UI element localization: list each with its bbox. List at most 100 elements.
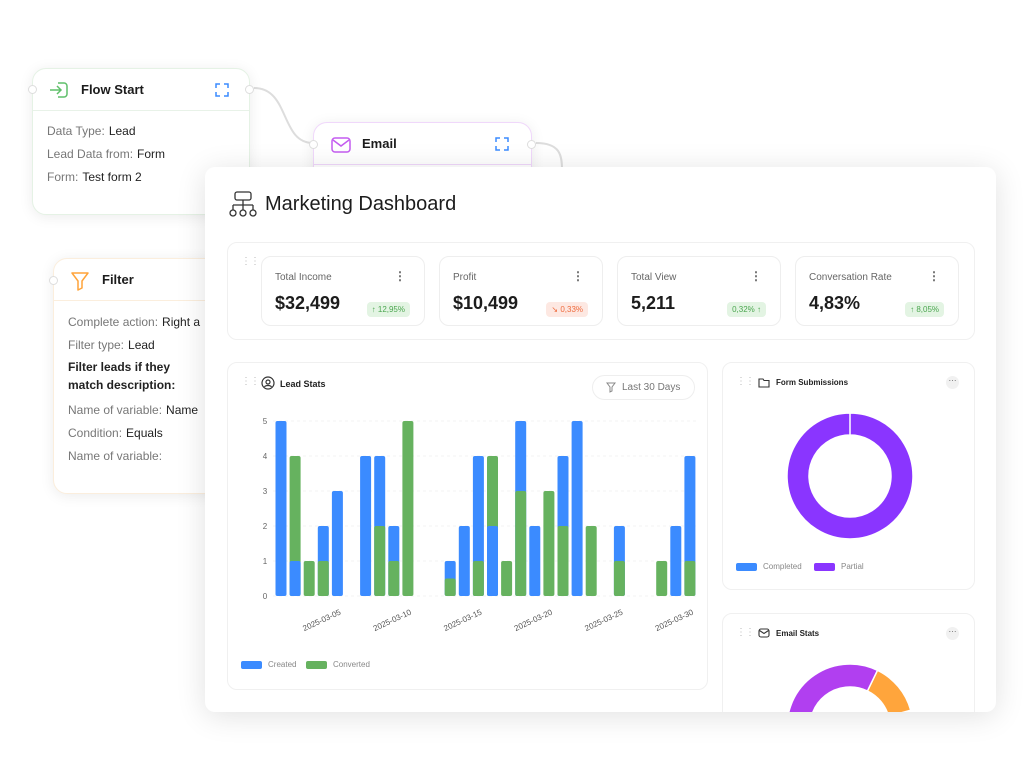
converted-bar	[317, 561, 329, 596]
node-row: Name of variable: Name	[68, 403, 199, 417]
y-tick-label: 4	[263, 452, 268, 461]
converted-bar	[557, 526, 569, 596]
legend-item-converted[interactable]: Converted	[306, 660, 370, 669]
output-port[interactable]	[527, 140, 536, 149]
kpi-change-badge: ↑ 12,95%	[366, 302, 410, 317]
converted-bar	[388, 561, 400, 596]
node-row: Filter type: Lead	[68, 338, 155, 352]
y-tick-label: 1	[263, 557, 268, 566]
y-tick-label: 0	[263, 592, 268, 601]
created-bar	[275, 421, 287, 596]
kebab-menu-icon[interactable]: ⋮	[928, 269, 940, 283]
email-stats-slice	[788, 663, 879, 712]
node-row: Form: Test form 2	[47, 170, 142, 184]
kpi-change-badge: ↑ 8,05%	[905, 302, 944, 317]
converted-bar	[656, 561, 668, 596]
sitemap-icon	[229, 191, 257, 217]
node-title: Flow Start	[81, 82, 144, 97]
more-options-button[interactable]: ···	[946, 627, 959, 640]
created-bar	[571, 421, 583, 596]
created-bar	[487, 526, 498, 596]
kpi-card[interactable]: Total View ⋮ 5,211 0,32% ↑	[617, 256, 781, 326]
output-port[interactable]	[245, 85, 254, 94]
created-bar	[529, 526, 541, 596]
kpi-value: $32,499	[275, 293, 341, 313]
flow-start-node[interactable]: Flow Start Data Type: Lead Lead Data from…	[28, 68, 254, 215]
kebab-menu-icon[interactable]: ⋮	[394, 269, 406, 283]
legend-item-completed[interactable]: Completed	[736, 562, 802, 571]
x-tick-label: 2025-03-20	[513, 607, 554, 633]
folder-icon	[758, 378, 770, 388]
kpi-value: $10,499	[453, 293, 519, 313]
date-range-label: Last 30 Days	[622, 382, 681, 393]
converted-bar	[684, 561, 696, 596]
created-bar	[458, 526, 470, 596]
converted-bar	[613, 561, 625, 596]
mail-icon	[758, 628, 770, 638]
converted-bar	[402, 421, 414, 596]
converted-bar	[543, 491, 555, 596]
form-submissions-donut	[786, 412, 914, 540]
node-row: Name of variable:	[68, 449, 163, 463]
legend-item-partial[interactable]: Partial	[814, 562, 864, 571]
kpi-label: Total View	[631, 272, 677, 283]
converted-bar	[472, 561, 484, 596]
lead-stats-panel: ⋮⋮ Lead Stats Last 30 Days 0 1 2 3 4 5 2025-03…	[227, 362, 708, 690]
kebab-menu-icon[interactable]: ⋮	[572, 269, 584, 283]
kpi-section: ⋮⋮ Total Income ⋮ $32,499 ↑ 12,95% Profi…	[227, 242, 975, 340]
form-submissions-slice	[786, 412, 914, 540]
node-title: Email	[362, 136, 397, 151]
node-title: Filter	[102, 272, 134, 287]
more-options-button[interactable]: ···	[946, 376, 959, 389]
converted-bar	[374, 526, 386, 596]
funnel-icon	[606, 382, 616, 393]
drag-handle-icon[interactable]: ⋮⋮	[241, 256, 260, 267]
mail-icon	[331, 137, 351, 153]
filter-description: Filter leads if they match description:	[68, 360, 176, 392]
kpi-label: Conversation Rate	[809, 272, 892, 283]
x-tick-label: 2025-03-30	[654, 607, 695, 633]
kebab-menu-icon[interactable]: ⋮	[750, 269, 762, 283]
y-tick-label: 2	[263, 522, 268, 531]
expand-icon[interactable]	[495, 137, 509, 151]
node-row: Condition: Equals	[68, 426, 163, 440]
node-header: Flow Start	[33, 69, 249, 111]
node-header: Email	[314, 123, 531, 165]
converted-bar	[515, 491, 527, 596]
x-tick-label: 2025-03-15	[442, 607, 483, 633]
kpi-label: Total Income	[275, 272, 332, 283]
funnel-icon	[71, 272, 89, 291]
created-bar	[331, 491, 343, 596]
kpi-card[interactable]: Profit ⋮ $10,499 ↘ 0,33%	[439, 256, 603, 326]
legend-item-created[interactable]: Created	[241, 660, 296, 669]
kpi-card[interactable]: Total Income ⋮ $32,499 ↑ 12,95%	[261, 256, 425, 326]
email-stats-slice	[866, 669, 912, 712]
x-tick-label: 2025-03-25	[583, 607, 624, 633]
lead-stats-chart: 0 1 2 3 4 5 2025-03-05 2025-03-10 2025-03-15 2025…	[263, 417, 698, 633]
input-port[interactable]	[309, 140, 318, 149]
node-row: Complete action: Right a	[68, 315, 201, 329]
panel-title: Email Stats	[776, 629, 820, 638]
kpi-label: Profit	[453, 272, 477, 283]
expand-icon[interactable]	[215, 83, 229, 97]
created-bar	[670, 526, 682, 596]
converted-bar	[585, 526, 597, 596]
input-port[interactable]	[28, 85, 37, 94]
panel-title: Form Submissions	[776, 378, 849, 387]
panel-title: Lead Stats	[280, 379, 326, 389]
y-tick-label: 3	[263, 487, 268, 496]
converted-bar	[501, 561, 513, 596]
user-circle-icon	[261, 376, 275, 390]
kpi-change-badge: 0,32% ↑	[727, 302, 766, 317]
converted-bar	[303, 561, 315, 596]
node-row: Lead Data from: Form	[47, 147, 166, 161]
kpi-card[interactable]: Conversation Rate ⋮ 4,83% ↑ 8,05%	[795, 256, 959, 326]
node-row: Data Type: Lead	[47, 124, 136, 138]
x-tick-label: 2025-03-05	[301, 607, 342, 633]
created-bar	[360, 456, 372, 596]
email-stats-donut	[788, 663, 912, 712]
date-range-filter[interactable]: Last 30 Days	[592, 375, 695, 400]
email-stats-panel: ⋮⋮ Email Stats ···	[722, 613, 975, 712]
input-port[interactable]	[49, 276, 58, 285]
